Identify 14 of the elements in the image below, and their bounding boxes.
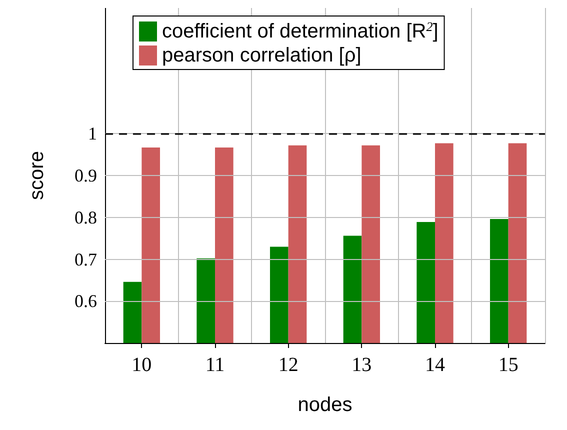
- x-tick-label: 14: [425, 354, 445, 376]
- y-tick-label: 0.9: [74, 166, 97, 186]
- x-tick-label: 12: [278, 354, 298, 376]
- y-axis-title: score: [26, 151, 48, 200]
- legend-label: pearson correlation [ρ]: [162, 44, 362, 66]
- y-tick-label: 0.8: [74, 207, 97, 228]
- y-tick-label: 1: [88, 124, 97, 144]
- x-axis-title: nodes: [298, 394, 352, 416]
- y-tick-label: 0.7: [74, 249, 97, 270]
- x-tick-label: 10: [132, 354, 152, 376]
- y-tick-label: 0.6: [74, 291, 97, 312]
- x-tick-label: 11: [205, 354, 225, 376]
- x-tick-label: 13: [352, 354, 372, 376]
- x-tick-label: 15: [498, 354, 518, 376]
